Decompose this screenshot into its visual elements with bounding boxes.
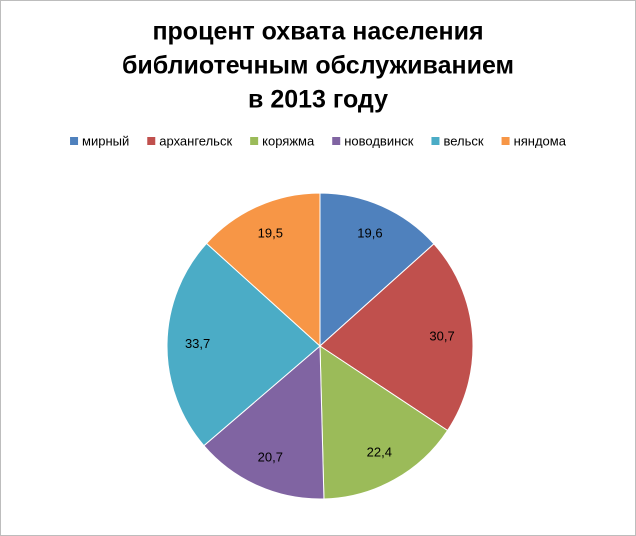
legend-swatch: [332, 137, 341, 145]
legend-label: мирный: [82, 133, 129, 148]
legend-swatch: [147, 137, 156, 145]
data-label: 19,5: [258, 226, 283, 241]
chart-title: процент охвата населения: [152, 18, 483, 46]
pie-slice: [319, 192, 435, 348]
data-label: 19,6: [357, 226, 382, 241]
legend-label: няндома: [514, 133, 567, 148]
pie-slice: [319, 345, 449, 500]
legend-label: новодвинск: [344, 133, 414, 148]
legend-label: коряжма: [262, 133, 315, 148]
chart-title: библиотечным обслуживанием: [122, 52, 514, 80]
legend-swatch: [250, 137, 259, 145]
pie-slice: [203, 344, 325, 500]
legend-label: вельск: [443, 133, 483, 148]
legend-swatch: [70, 137, 79, 145]
data-label: 22,4: [367, 445, 392, 460]
pie-slice: [319, 243, 474, 432]
pie-slice: [166, 242, 321, 447]
data-label: 20,7: [258, 449, 283, 464]
legend-swatch: [431, 137, 440, 145]
chart-title: в 2013 году: [248, 86, 388, 114]
pie-slice: [205, 192, 321, 348]
legend-swatch: [501, 137, 510, 145]
legend-label: архангельск: [159, 133, 232, 148]
data-label: 30,7: [429, 329, 454, 344]
data-label: 33,7: [185, 336, 210, 351]
